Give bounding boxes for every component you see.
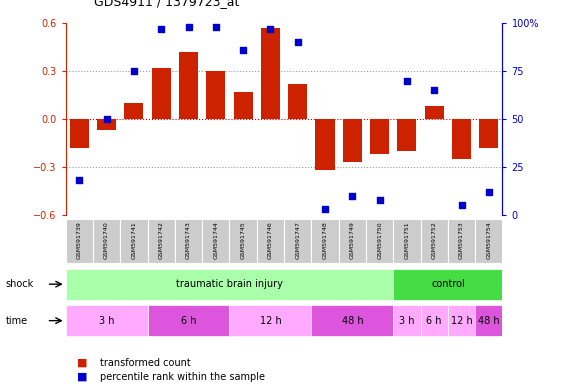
- Bar: [393, 219, 421, 263]
- Text: 48 h: 48 h: [478, 316, 500, 326]
- Point: [348, 193, 357, 199]
- Bar: [66, 305, 147, 336]
- Bar: [147, 219, 175, 263]
- Point: [320, 206, 329, 212]
- Point: [239, 47, 248, 53]
- Text: GSM591740: GSM591740: [104, 221, 109, 259]
- Bar: [393, 269, 502, 300]
- Point: [457, 202, 466, 209]
- Text: GSM591747: GSM591747: [295, 221, 300, 259]
- Point: [403, 78, 412, 84]
- Bar: [97, 119, 116, 130]
- Bar: [66, 219, 93, 263]
- Text: 3 h: 3 h: [399, 316, 415, 326]
- Text: GSM591753: GSM591753: [459, 221, 464, 259]
- Bar: [370, 119, 389, 154]
- Text: GSM591748: GSM591748: [323, 221, 328, 259]
- Bar: [124, 103, 143, 119]
- Text: 6 h: 6 h: [181, 316, 196, 326]
- Text: GSM591749: GSM591749: [350, 221, 355, 259]
- Bar: [230, 305, 311, 336]
- Text: 12 h: 12 h: [451, 316, 472, 326]
- Point: [484, 189, 493, 195]
- Text: GSM591745: GSM591745: [240, 221, 246, 259]
- Bar: [257, 219, 284, 263]
- Text: transformed count: transformed count: [100, 358, 191, 368]
- Bar: [425, 106, 444, 119]
- Bar: [206, 71, 226, 119]
- Bar: [175, 219, 202, 263]
- Bar: [70, 119, 89, 148]
- Bar: [448, 305, 475, 336]
- Text: GSM591739: GSM591739: [77, 221, 82, 259]
- Text: GSM591744: GSM591744: [214, 221, 218, 259]
- Text: GSM591752: GSM591752: [432, 221, 437, 259]
- Text: ■: ■: [77, 372, 87, 382]
- Bar: [475, 305, 502, 336]
- Bar: [421, 305, 448, 336]
- Bar: [311, 219, 339, 263]
- Point: [293, 39, 302, 45]
- Bar: [479, 119, 498, 148]
- Text: GSM591754: GSM591754: [486, 221, 491, 259]
- Bar: [152, 68, 171, 119]
- Bar: [452, 119, 471, 159]
- Point: [375, 197, 384, 203]
- Text: GSM591750: GSM591750: [377, 221, 382, 259]
- Point: [130, 68, 139, 74]
- Text: GSM591746: GSM591746: [268, 221, 273, 259]
- Bar: [230, 219, 257, 263]
- Bar: [397, 119, 416, 151]
- Bar: [66, 269, 393, 300]
- Bar: [120, 219, 147, 263]
- Text: 3 h: 3 h: [99, 316, 114, 326]
- Text: 12 h: 12 h: [260, 316, 282, 326]
- Text: ■: ■: [77, 358, 87, 368]
- Point: [156, 26, 166, 32]
- Point: [211, 24, 220, 30]
- Text: GSM591751: GSM591751: [404, 221, 409, 259]
- Bar: [93, 219, 120, 263]
- Bar: [343, 119, 362, 162]
- Bar: [202, 219, 230, 263]
- Text: shock: shock: [6, 279, 34, 289]
- Text: time: time: [6, 316, 28, 326]
- Bar: [288, 84, 307, 119]
- Bar: [315, 119, 335, 170]
- Point: [102, 116, 111, 122]
- Point: [266, 26, 275, 32]
- Bar: [366, 219, 393, 263]
- Point: [184, 24, 193, 30]
- Point: [429, 87, 439, 93]
- Text: control: control: [431, 279, 465, 289]
- Bar: [339, 219, 366, 263]
- Point: [75, 177, 84, 184]
- Text: 6 h: 6 h: [427, 316, 442, 326]
- Bar: [448, 219, 475, 263]
- Bar: [179, 52, 198, 119]
- Text: percentile rank within the sample: percentile rank within the sample: [100, 372, 265, 382]
- Bar: [147, 305, 230, 336]
- Text: 48 h: 48 h: [341, 316, 363, 326]
- Bar: [311, 305, 393, 336]
- Bar: [234, 92, 253, 119]
- Text: GSM591741: GSM591741: [131, 221, 136, 259]
- Text: GSM591742: GSM591742: [159, 221, 164, 259]
- Bar: [421, 219, 448, 263]
- Bar: [475, 219, 502, 263]
- Bar: [284, 219, 311, 263]
- Text: traumatic brain injury: traumatic brain injury: [176, 279, 283, 289]
- Text: GDS4911 / 1379723_at: GDS4911 / 1379723_at: [94, 0, 240, 8]
- Bar: [393, 305, 421, 336]
- Text: GSM591743: GSM591743: [186, 221, 191, 259]
- Bar: [261, 28, 280, 119]
